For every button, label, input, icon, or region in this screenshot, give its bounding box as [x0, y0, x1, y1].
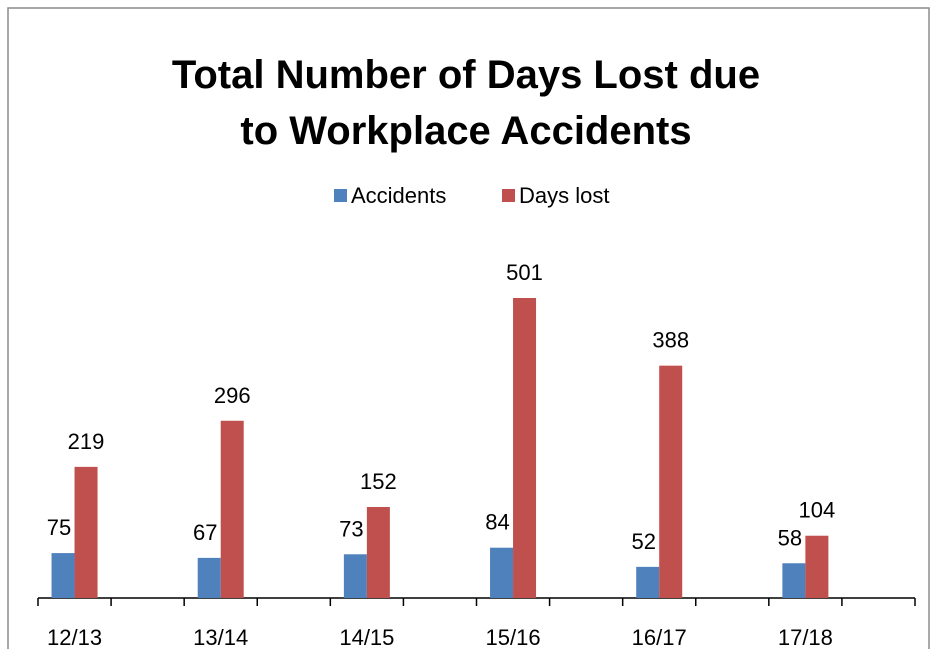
legend-label: Accidents — [351, 183, 446, 208]
bar — [513, 298, 537, 598]
x-tick-label: 17/18 — [778, 625, 833, 649]
data-label: 75 — [47, 515, 71, 540]
data-label: 296 — [214, 383, 251, 408]
legend-swatch — [334, 189, 347, 202]
data-label: 104 — [799, 498, 836, 523]
chart-title: Total Number of Days Lost due to Workplac… — [172, 53, 760, 153]
data-label: 52 — [631, 529, 655, 554]
bar — [51, 553, 75, 598]
bar — [782, 563, 806, 598]
data-label: 388 — [652, 328, 689, 353]
bar — [220, 420, 244, 598]
bar — [490, 547, 514, 598]
legend-label: Days lost — [519, 183, 609, 208]
data-label: 73 — [339, 516, 363, 541]
bar — [805, 535, 829, 598]
bar — [343, 554, 367, 598]
data-label: 152 — [360, 469, 397, 494]
data-label: 501 — [506, 260, 543, 285]
x-tick-label: 15/16 — [486, 625, 541, 649]
data-label: 219 — [68, 429, 105, 454]
data-label: 84 — [485, 510, 509, 535]
data-label: 58 — [778, 525, 802, 550]
x-tick-label: 12/13 — [47, 625, 102, 649]
bar — [197, 557, 221, 598]
bar — [659, 365, 683, 598]
bar — [366, 506, 390, 598]
x-tick-label: 13/14 — [193, 625, 248, 649]
legend-swatch — [502, 189, 515, 202]
bar — [636, 566, 660, 598]
data-label: 67 — [193, 520, 217, 545]
bar — [74, 466, 98, 598]
x-tick-label: 14/15 — [339, 625, 394, 649]
chart-frame — [7, 7, 930, 649]
x-tick-label: 16/17 — [632, 625, 687, 649]
